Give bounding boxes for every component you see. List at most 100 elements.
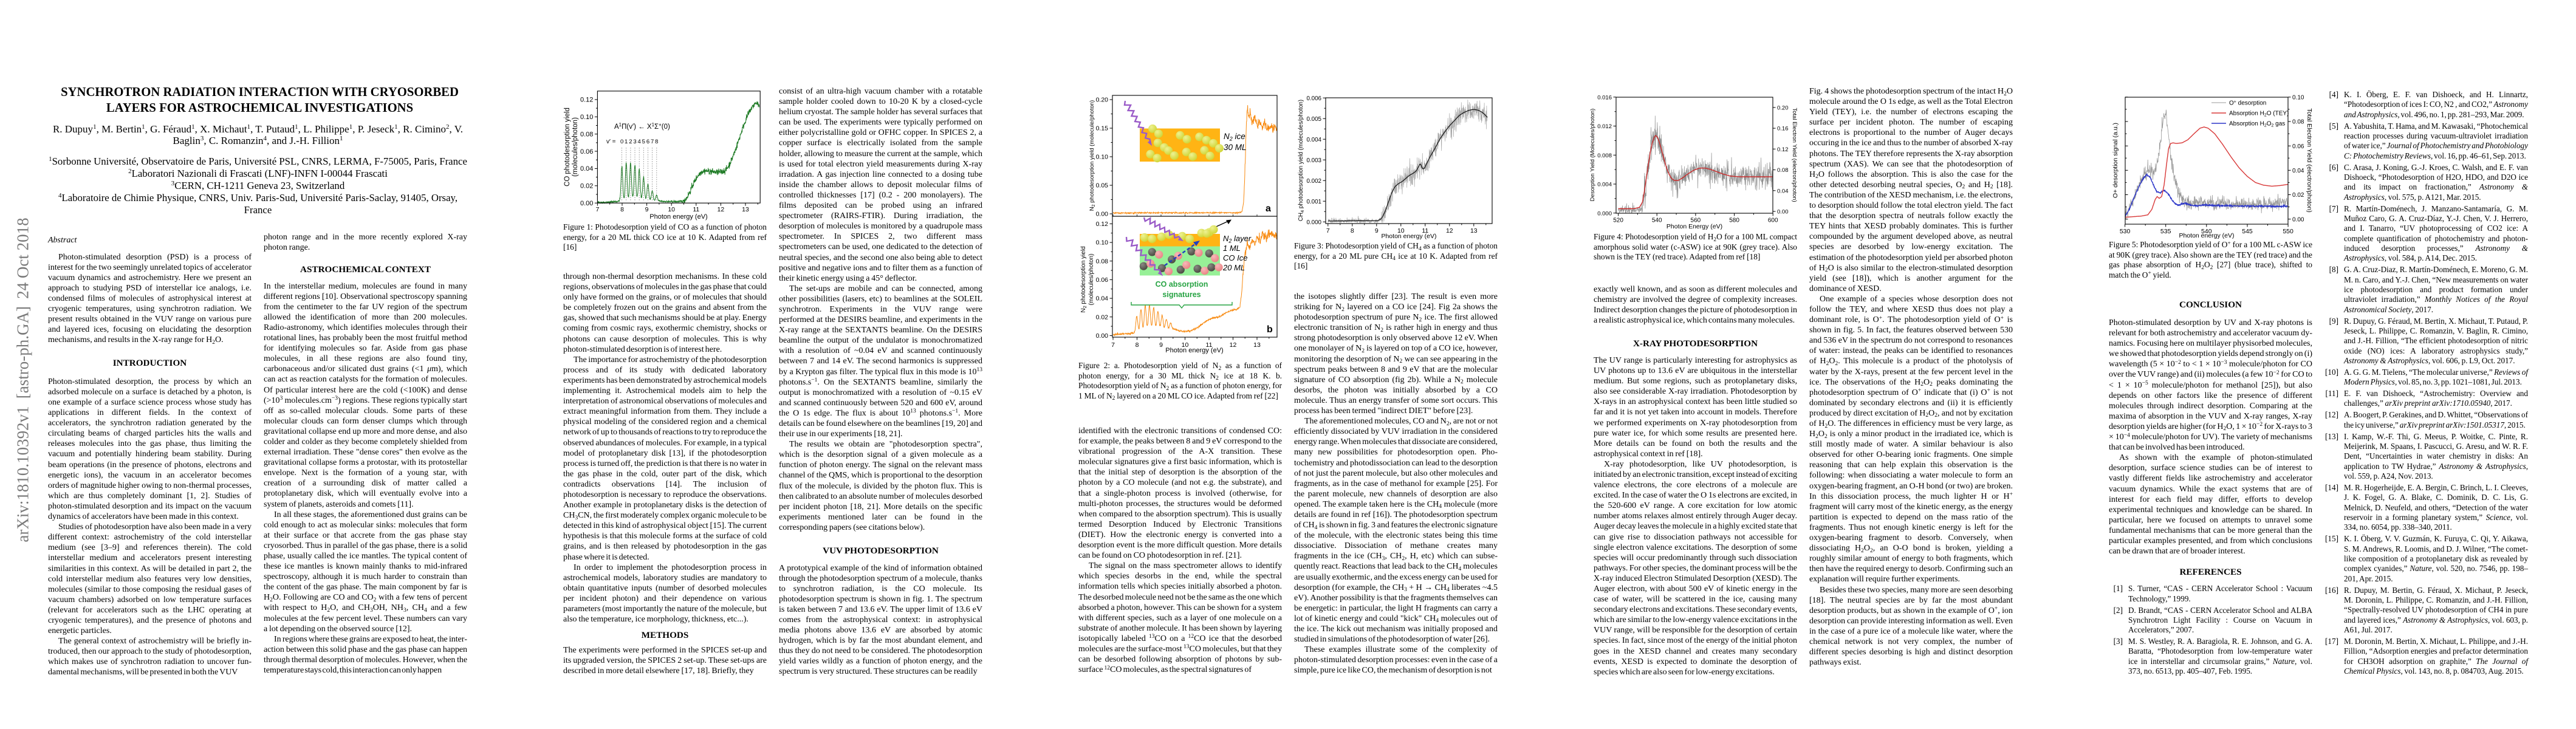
svg-text:0.00: 0.00	[1096, 211, 1109, 218]
svg-text:545: 545	[2242, 228, 2253, 235]
svg-text:10: 10	[1397, 227, 1405, 234]
svg-text:0.04: 0.04	[1096, 295, 1109, 303]
svg-text:13: 13	[1470, 227, 1478, 234]
svg-text:5: 5	[642, 139, 645, 145]
svg-text:7: 7	[1111, 341, 1115, 349]
svg-text:0.10: 0.10	[1096, 239, 1109, 247]
svg-text:560: 560	[1691, 217, 1701, 224]
svg-text:11: 11	[1206, 341, 1213, 349]
svg-text:0.000: 0.000	[1597, 210, 1612, 217]
svg-text:540: 540	[1652, 217, 1662, 224]
svg-text:9: 9	[1159, 341, 1163, 349]
svg-text:8: 8	[1136, 341, 1139, 349]
svg-text:0.004: 0.004	[1306, 137, 1321, 143]
svg-text:0.000: 0.000	[1306, 219, 1321, 226]
svg-text:0.00: 0.00	[1096, 332, 1109, 340]
svg-text:0.10: 0.10	[1096, 154, 1109, 161]
svg-text:0.20: 0.20	[1096, 97, 1109, 104]
svg-text:8: 8	[620, 206, 624, 213]
svg-text:(molecules/photon): (molecules/photon)	[1088, 253, 1095, 305]
svg-text:Photon energy (eV): Photon energy (eV)	[649, 213, 707, 221]
svg-text:a: a	[1266, 204, 1271, 214]
svg-text:0.006: 0.006	[1306, 95, 1321, 102]
svg-text:6: 6	[646, 139, 649, 145]
svg-text:9: 9	[645, 206, 649, 213]
svg-text:0.001: 0.001	[1306, 199, 1321, 205]
svg-text:0.02: 0.02	[2292, 192, 2304, 199]
svg-text:7: 7	[651, 139, 654, 145]
svg-text:CO absorption: CO absorption	[1156, 280, 1208, 289]
svg-text:0.002: 0.002	[1306, 178, 1321, 185]
svg-text:b: b	[1267, 324, 1273, 335]
svg-text:540: 540	[2201, 228, 2212, 235]
svg-text:8: 8	[1351, 227, 1354, 234]
svg-text:0.08: 0.08	[1096, 258, 1109, 265]
svg-text:0.02: 0.02	[580, 183, 593, 190]
svg-text:(molecules/photon): (molecules/photon)	[572, 117, 579, 177]
svg-text:Total Electron Yield (electron: Total Electron Yield (electron/photon)	[1791, 108, 1798, 202]
svg-text:12: 12	[718, 206, 725, 213]
svg-text:N2 photodesorption yield: N2 photodesorption yield	[1080, 246, 1088, 312]
svg-text:0.016: 0.016	[1597, 94, 1612, 101]
svg-text:CH4 photodesorption yield (mol: CH4 photodesorption yield (molecules/pho…	[1298, 100, 1305, 221]
svg-text:0.10: 0.10	[580, 114, 593, 121]
svg-text:535: 535	[2160, 228, 2171, 235]
svg-text:0.02: 0.02	[1096, 313, 1109, 321]
svg-text:0.008: 0.008	[1597, 152, 1612, 159]
svg-text:N2 ice: N2 ice	[1224, 132, 1245, 142]
svg-text:0.12: 0.12	[580, 97, 593, 104]
svg-text:1: 1	[625, 139, 628, 145]
svg-text:30 ML: 30 ML	[1224, 143, 1247, 152]
svg-text:13: 13	[742, 206, 749, 213]
svg-text:Photon energy (eV): Photon energy (eV)	[1165, 347, 1223, 354]
svg-text:13: 13	[1253, 341, 1261, 349]
svg-text:signatures: signatures	[1162, 290, 1201, 299]
svg-text:0.012: 0.012	[1597, 123, 1612, 130]
svg-text:3: 3	[633, 139, 636, 145]
svg-text:0.04: 0.04	[580, 165, 593, 173]
svg-text:600: 600	[1768, 217, 1778, 224]
svg-text:10: 10	[668, 206, 675, 213]
svg-text:Total Electron Yield (electron: Total Electron Yield (electron/photon)	[2306, 108, 2313, 213]
svg-text:Absorption H2O2 gas: Absorption H2O2 gas	[2229, 121, 2285, 128]
svg-text:20 ML: 20 ML	[1222, 263, 1245, 272]
svg-text:0.12: 0.12	[1096, 221, 1109, 228]
svg-text:0.004: 0.004	[1597, 182, 1612, 188]
svg-text:0.00: 0.00	[1777, 209, 1789, 216]
svg-text:0.08: 0.08	[580, 131, 593, 139]
svg-text:7: 7	[595, 206, 599, 213]
svg-text:11: 11	[1422, 227, 1428, 234]
svg-text:0.15: 0.15	[1096, 125, 1109, 132]
svg-text:0.06: 0.06	[580, 148, 593, 156]
svg-text:11: 11	[693, 206, 699, 213]
svg-text:Photon Energy (eV): Photon Energy (eV)	[1667, 223, 1722, 230]
svg-text:0.12: 0.12	[1777, 146, 1789, 153]
svg-text:0.08: 0.08	[1777, 167, 1789, 174]
svg-text:0.20: 0.20	[1777, 105, 1789, 112]
svg-text:Photon energy (eV): Photon energy (eV)	[2179, 232, 2234, 239]
svg-text:0.06: 0.06	[2292, 143, 2304, 150]
svg-text:530: 530	[2120, 228, 2131, 235]
svg-text:580: 580	[1729, 217, 1739, 224]
svg-text:7: 7	[1326, 227, 1330, 234]
svg-text:O+ desorption: O+ desorption	[2229, 100, 2266, 107]
svg-text:0.10: 0.10	[2292, 94, 2304, 101]
svg-text:550: 550	[2283, 228, 2293, 235]
svg-text:8: 8	[655, 139, 658, 145]
svg-text:520: 520	[1613, 217, 1623, 224]
svg-text:0.00: 0.00	[2292, 216, 2304, 223]
svg-text:0.06: 0.06	[1096, 276, 1109, 284]
svg-text:0.05: 0.05	[1096, 182, 1109, 190]
svg-text:12: 12	[1446, 227, 1453, 234]
svg-text:0: 0	[620, 139, 623, 145]
svg-text:0.003: 0.003	[1306, 157, 1321, 164]
svg-text:2: 2	[629, 139, 632, 145]
svg-text:12: 12	[1230, 341, 1237, 349]
svg-text:0.16: 0.16	[1777, 126, 1789, 132]
svg-text:O+ desorption signal (a.u.): O+ desorption signal (a.u.)	[2112, 123, 2119, 198]
svg-text:1 ML: 1 ML	[1223, 244, 1241, 253]
svg-text:0.04: 0.04	[1777, 188, 1789, 194]
svg-text:CO photodesorption yield: CO photodesorption yield	[564, 108, 571, 187]
svg-text:9: 9	[1375, 227, 1379, 234]
svg-text:A1Π(v′) ← X1Σ+(0): A1Π(v′) ← X1Σ+(0)	[614, 122, 670, 131]
